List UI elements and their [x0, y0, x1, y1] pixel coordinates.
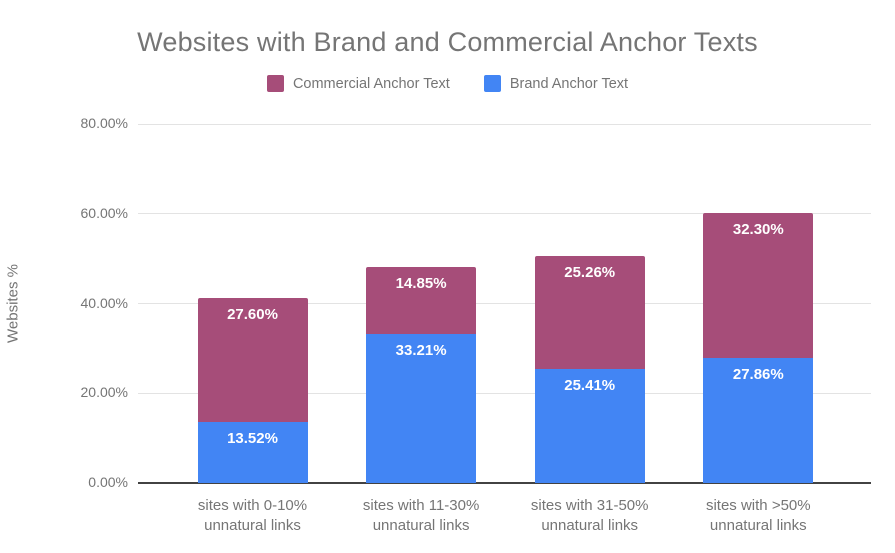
bar-segment-commercial-2[interactable]: 25.26% — [534, 255, 645, 369]
legend-swatch-commercial-icon — [266, 75, 284, 92]
legend-item-brand-anchor-text[interactable]: Brand Anchor Text — [483, 75, 629, 92]
legend: Commercial Anchor Text Brand Anchor Text — [0, 75, 895, 92]
bar-value-label: 27.86% — [732, 365, 784, 383]
x-category-label-3: sites with >50% unnatural links — [653, 496, 863, 535]
legend-label-brand: Brand Anchor Text — [509, 75, 629, 92]
x-category-label-0: sites with 0-10% unnatural links — [148, 496, 358, 535]
bar-segment-commercial-0[interactable]: 27.60% — [197, 298, 308, 423]
y-tick-label-40: 40.00% — [80, 294, 128, 311]
x-category-label-line: sites with >50% — [705, 497, 811, 514]
x-category-label-line: sites with 0-10% — [197, 497, 308, 514]
x-category-label-line: unnatural links — [204, 516, 301, 534]
bar-value-label: 33.21% — [395, 341, 447, 359]
bar-value-label: 25.41% — [564, 376, 616, 394]
y-tick-label-20: 20.00% — [80, 384, 128, 401]
bar-segment-brand-0[interactable]: 13.52% — [197, 422, 308, 483]
x-category-label-2: sites with 31-50% unnatural links — [485, 496, 695, 535]
legend-swatch-brand-icon — [483, 75, 501, 92]
x-category-label-line: unnatural links — [372, 516, 470, 534]
gridline-40 — [138, 303, 871, 304]
bar-value-label: 32.30% — [732, 221, 784, 239]
y-tick-label-0: 0.00% — [88, 474, 128, 490]
x-category-label-1: sites with 11-30% unnatural links — [316, 496, 526, 535]
bar-value-label: 14.85% — [395, 275, 447, 293]
chart-title: Websites with Brand and Commercial Ancho… — [137, 27, 758, 57]
bar-segment-brand-1[interactable]: 33.21% — [366, 333, 477, 483]
bar-segment-commercial-1[interactable]: 14.85% — [366, 267, 477, 334]
x-category-label-line: sites with 11-30% — [362, 497, 480, 514]
y-tick-label-60: 60.00% — [80, 204, 128, 221]
y-tick-label-80: 80.00% — [80, 115, 128, 131]
x-category-label-line: unnatural links — [709, 516, 807, 534]
bar-segment-brand-3[interactable]: 27.86% — [703, 357, 814, 483]
gridline-80 — [138, 123, 871, 125]
legend-item-commercial-anchor-text[interactable]: Commercial Anchor Text — [266, 75, 450, 92]
x-category-label-line: sites with 31-50% — [530, 497, 649, 514]
x-axis-line — [138, 482, 871, 484]
bar-value-label: 25.26% — [564, 263, 616, 281]
bar-value-label: 27.60% — [227, 306, 278, 324]
bar-segment-brand-2[interactable]: 25.41% — [534, 368, 645, 483]
legend-label-commercial: Commercial Anchor Text — [292, 75, 450, 92]
x-category-label-line: unnatural links — [541, 516, 639, 534]
bar-value-label: 13.52% — [227, 430, 278, 448]
bar-segment-commercial-3[interactable]: 32.30% — [703, 213, 814, 358]
gridline-20 — [138, 392, 871, 394]
gridline-60 — [138, 213, 871, 215]
